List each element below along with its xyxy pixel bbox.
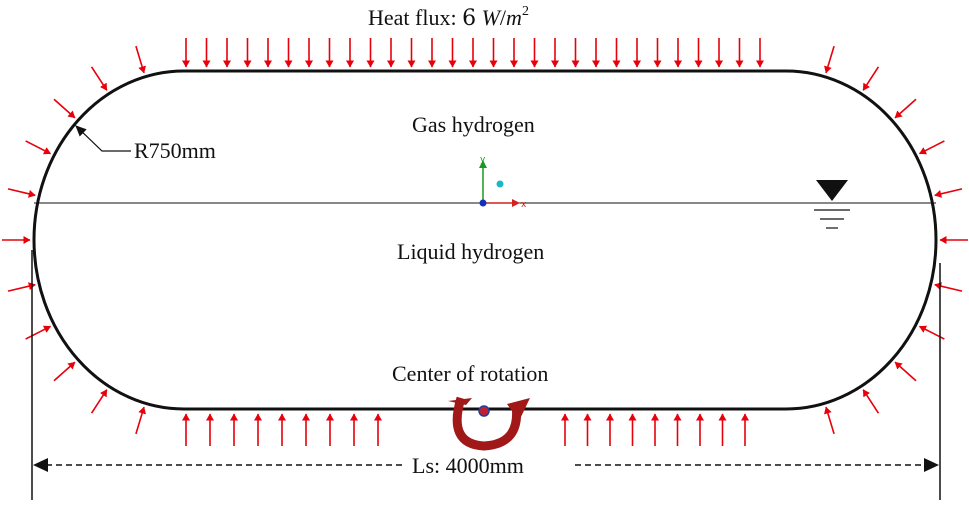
heat-flux-arrow-left [7,282,36,292]
heat-flux-arrow-right [934,282,963,292]
coordinate-axes: y x [479,155,527,210]
rotation-center-marker [478,405,490,417]
gas-hydrogen-label: Gas hydrogen [412,112,535,137]
radius-label: R750mm [134,138,216,163]
tank-outline [32,69,938,411]
heat-flux-arrow-left [7,188,36,198]
heat-flux-arrow-right [894,98,917,119]
heat-flux-arrow-left [135,45,146,74]
heat-flux-arrow-left [135,406,146,435]
heat-flux-arrow-left [90,389,108,414]
heat-flux-arrow-left [53,361,76,382]
heat-flux-arrow-right [824,406,835,435]
heat-flux-arrow-left [53,98,76,119]
heat-flux-label: Heat flux: 6 W/m2 [368,4,529,31]
reference-dot [496,180,504,188]
heat-flux-arrows [2,38,968,446]
heat-flux-arrow-left [25,325,51,340]
x-axis-label: x [521,200,527,210]
liquid-hydrogen-label: Liquid hydrogen [397,239,544,264]
center-of-rotation-label: Center of rotation [392,361,548,386]
heat-flux-arrow-right [862,66,880,91]
heat-flux-arrow-right [862,389,880,414]
liquid-surface-symbol [814,180,850,229]
heat-flux-arrow-left [90,66,108,91]
length-dimension [31,250,941,500]
origin-marker [479,199,487,207]
heat-flux-arrow-right [894,361,917,382]
heat-flux-arrow-left [25,140,51,155]
heat-flux-arrow-right [934,188,963,198]
rotation-arrow-icon [448,396,530,451]
y-axis-label: y [480,155,486,165]
length-label: Ls: 4000mm [412,453,524,478]
heat-flux-arrow-right [824,45,835,74]
radius-leader [75,125,131,152]
heat-flux-arrow-right [919,140,945,155]
